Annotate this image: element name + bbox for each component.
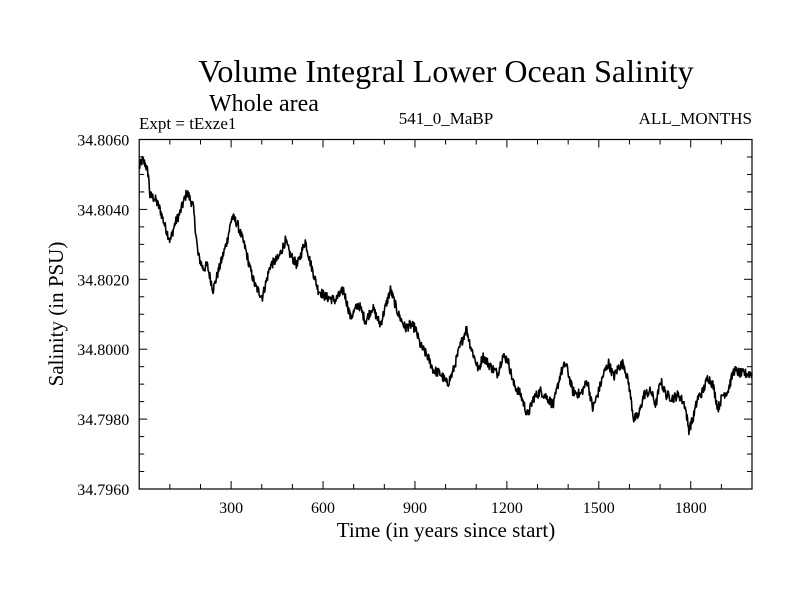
annotation-right: ALL_MONTHS [639, 109, 752, 128]
y-tick-label: 34.8020 [77, 272, 129, 289]
x-tick-label: 1200 [491, 500, 523, 517]
x-tick-label: 600 [311, 500, 335, 517]
y-axis-label: Salinity (in PSU) [44, 242, 68, 387]
x-tick-label: 300 [219, 500, 243, 517]
plot-frame [138, 138, 753, 490]
x-tick-label: 900 [403, 500, 427, 517]
series-group [138, 155, 753, 436]
series-line [138, 155, 753, 436]
x-tick-labels: 300 600 900 1200 1500 1800 [219, 500, 707, 517]
y-tick-label: 34.7980 [77, 412, 129, 429]
chart-subtitle: Whole area [209, 91, 319, 117]
annotation-left: Expt = tExze1 [139, 114, 236, 133]
y-tick-label: 34.8040 [77, 202, 129, 219]
y-tick-label: 34.7960 [77, 482, 129, 499]
x-tick-label: 1800 [675, 500, 707, 517]
annotation-center: 541_0_MaBP [399, 109, 493, 128]
y-tick-labels: 34.7960 34.7980 34.8000 34.8020 34.8040 34.80… [77, 133, 129, 500]
x-axis-label: Time (in years since start) [337, 518, 556, 542]
axis-ticks [139, 139, 752, 489]
y-tick-label: 34.8060 [77, 133, 129, 150]
y-tick-label: 34.8000 [77, 342, 129, 359]
chart-title: Volume Integral Lower Ocean Salinity [198, 53, 693, 89]
x-tick-label: 1500 [583, 500, 615, 517]
